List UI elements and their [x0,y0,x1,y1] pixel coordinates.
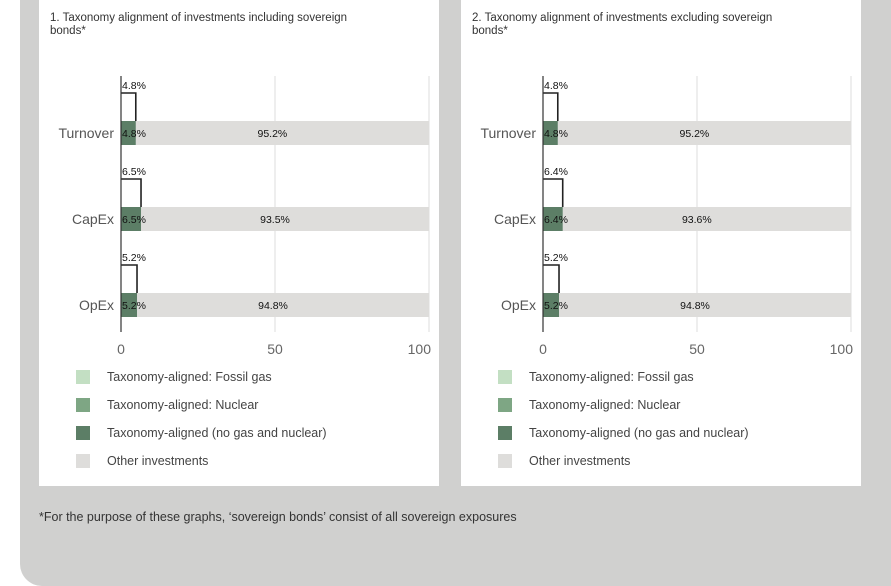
bar-taxonomy-aligned [543,293,560,317]
bar-other-investments [562,207,851,231]
legend-swatch [76,426,90,440]
bar-taxonomy-aligned [543,207,563,231]
bar-other-investments [557,121,851,145]
legend-item-aligned: Taxonomy-aligned (no gas and nuclear) [76,423,416,443]
bar-taxonomy-aligned [543,121,558,145]
callout-bracket [121,264,138,293]
category-label: OpEx [79,297,114,313]
bar-taxonomy-aligned [121,293,138,317]
category-label: CapEx [72,211,114,227]
legend-label: Taxonomy-aligned: Fossil gas [107,370,272,384]
legend-label: Taxonomy-aligned (no gas and nuclear) [529,426,749,440]
data-label-other: 93.6% [682,214,712,226]
legend-swatch [498,370,512,384]
chart-panel-including-sovereign: 1. Taxonomy alignment of investments inc… [39,0,439,486]
legend-swatch [498,426,512,440]
legend-label: Other investments [529,454,631,468]
bar-taxonomy-aligned [121,121,136,145]
category-label: Turnover [58,125,114,141]
legend-swatch [498,454,512,468]
x-tick-label: 100 [408,341,432,357]
data-label-aligned: 5.2% [544,300,568,312]
footnote: *For the purpose of these graphs, ‘sover… [39,510,517,524]
legend-item-fossil-gas: Taxonomy-aligned: Fossil gas [498,367,838,387]
chart-title: 2. Taxonomy alignment of investments exc… [472,12,773,37]
category-label: CapEx [494,211,536,227]
callout-bracket [121,92,137,121]
legend-swatch [76,454,90,468]
bar-chart: 4.8% 4.8% 95.2% Turnover 6.5% 6.5% 93.5% CapEx 5… [58,76,432,357]
legend-item-nuclear: Taxonomy-aligned: Nuclear [498,395,838,415]
legend-swatch [76,370,90,384]
x-tick-label: 50 [689,341,705,357]
category-label: OpEx [501,297,536,313]
x-tick-label: 0 [539,341,547,357]
legend-label: Taxonomy-aligned: Nuclear [107,398,259,412]
legend-item-fossil-gas: Taxonomy-aligned: Fossil gas [76,367,416,387]
x-tick-label: 50 [267,341,283,357]
bar-other-investments [137,293,429,317]
callout-bracket [543,264,560,293]
legend-item-other: Other investments [498,451,838,471]
bar-other-investments [559,293,851,317]
legend-label: Taxonomy-aligned (no gas and nuclear) [107,426,327,440]
x-tick-label: 0 [117,341,125,357]
legend-item-nuclear: Taxonomy-aligned: Nuclear [76,395,416,415]
callout-bracket [543,92,559,121]
callout-bracket [121,178,142,207]
legend-item-other: Other investments [76,451,416,471]
callout-label: 6.5% [122,166,146,178]
callout-label: 6.4% [544,166,568,178]
data-label-aligned: 6.5% [122,214,146,226]
legend-label: Other investments [107,454,209,468]
bar-other-investments [135,121,429,145]
x-tick-label: 100 [830,341,854,357]
data-label-other: 94.8% [258,300,288,312]
legend-swatch [498,398,512,412]
chart-title: 1. Taxonomy alignment of investments inc… [50,12,348,37]
bar-other-investments [141,207,429,231]
callout-label: 5.2% [122,252,146,264]
chart-panel-excluding-sovereign: 2. Taxonomy alignment of investments exc… [461,0,861,486]
legend-label: Taxonomy-aligned: Fossil gas [529,370,694,384]
callout-bracket [543,178,564,207]
data-label-other: 95.2% [680,128,710,140]
callout-label: 4.8% [544,80,568,92]
bar-taxonomy-aligned [121,207,142,231]
legend-item-aligned: Taxonomy-aligned (no gas and nuclear) [498,423,838,443]
callout-label: 5.2% [544,252,568,264]
data-label-aligned: 5.2% [122,300,146,312]
callout-label: 4.8% [122,80,146,92]
data-label-other: 95.2% [258,128,288,140]
data-label-other: 94.8% [680,300,710,312]
data-label-other: 93.5% [260,214,290,226]
legend-label: Taxonomy-aligned: Nuclear [529,398,681,412]
data-label-aligned: 4.8% [122,128,146,140]
data-label-aligned: 6.4% [544,214,568,226]
legend-swatch [76,398,90,412]
category-label: Turnover [480,125,536,141]
data-label-aligned: 4.8% [544,128,568,140]
bar-chart: 4.8% 4.8% 95.2% Turnover 6.4% 6.4% 93.6% CapEx 5… [480,76,854,357]
